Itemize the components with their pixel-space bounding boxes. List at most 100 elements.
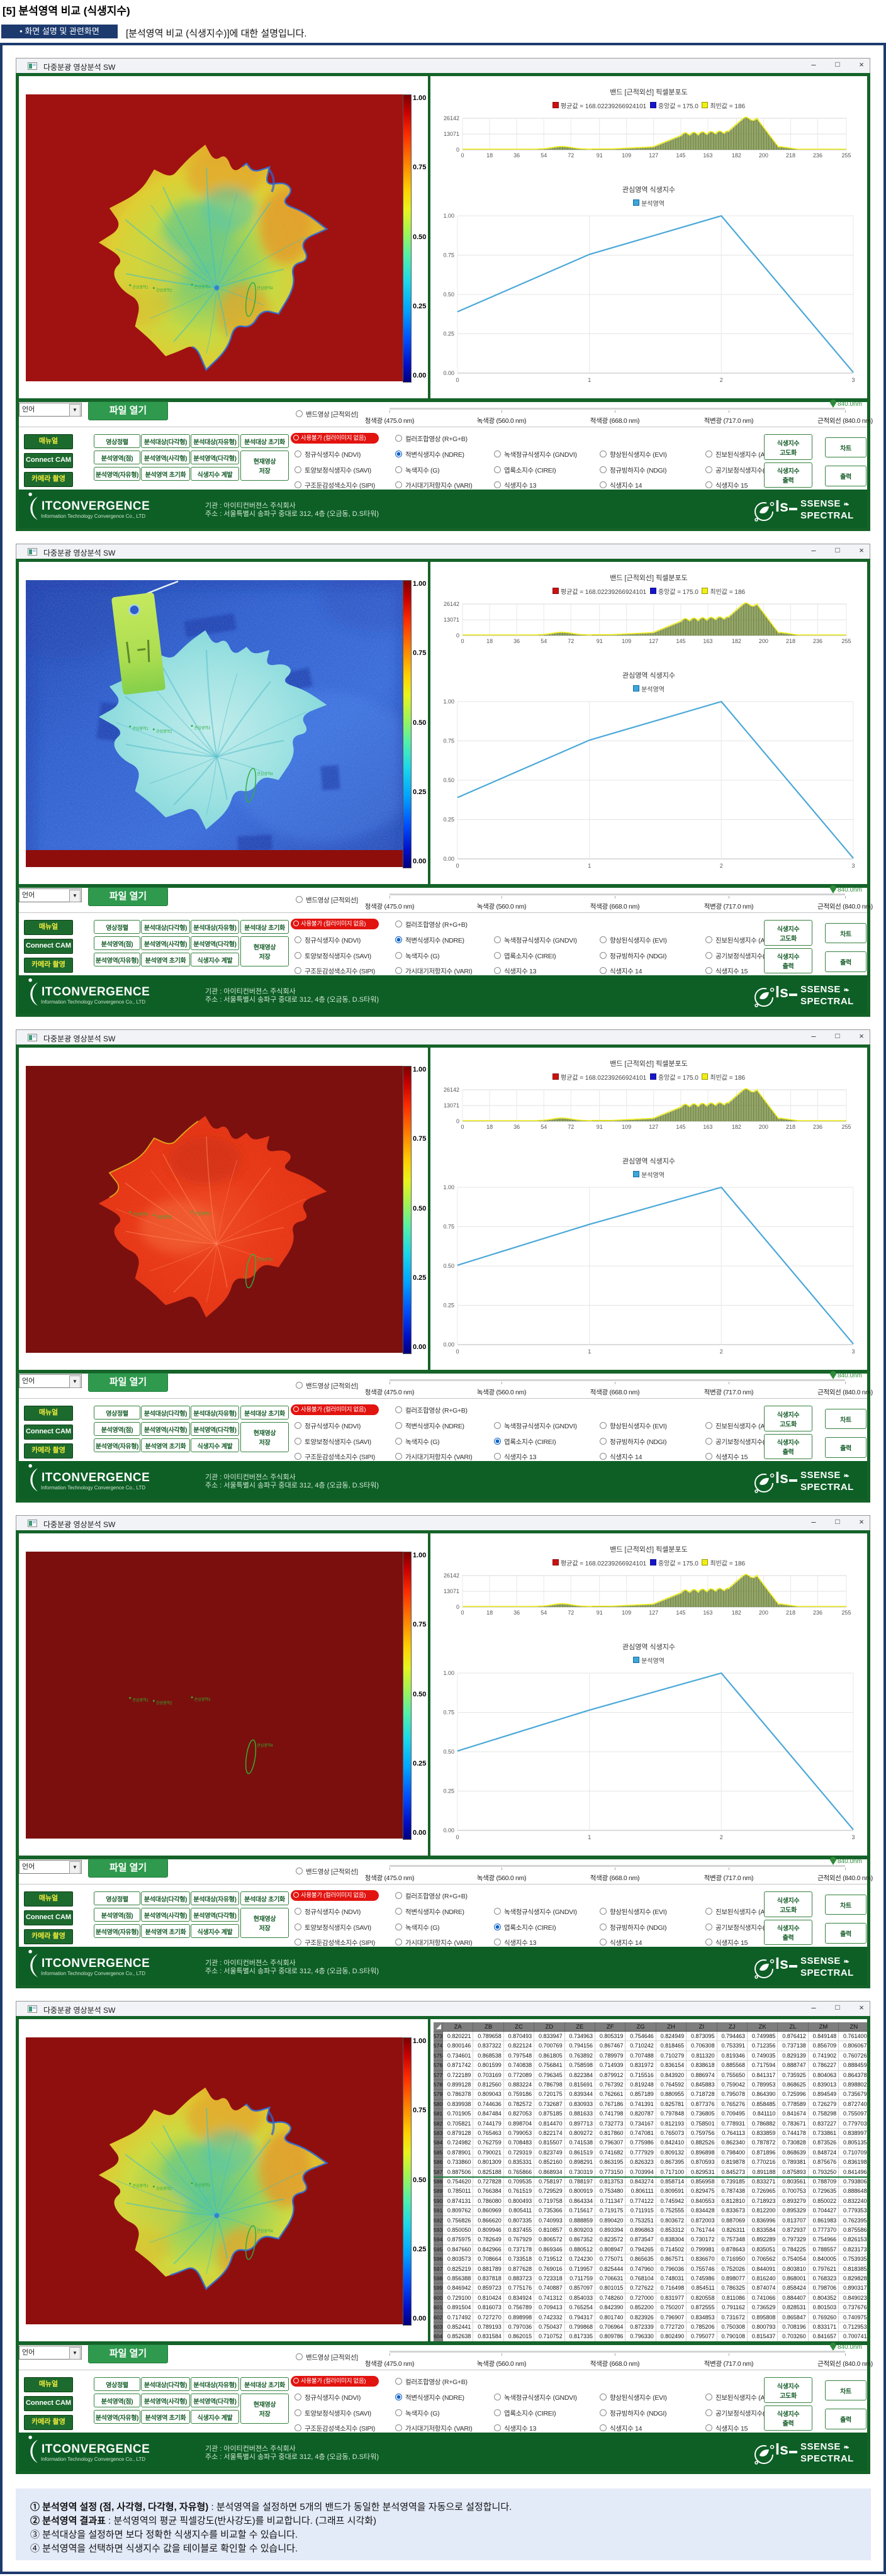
svg-text:255: 255 [841,1610,851,1616]
svg-text:관심영역4: 관심영역4 [257,1257,273,1262]
svg-text:127: 127 [649,1610,658,1616]
svg-text:관심영역1: 관심영역1 [132,1698,149,1703]
svg-text:163: 163 [703,1610,712,1616]
svg-text:18: 18 [486,152,493,159]
svg-text:0: 0 [461,638,464,644]
svg-text:0.00: 0.00 [443,856,454,862]
svg-text:200: 200 [759,152,768,159]
svg-text:2: 2 [720,1348,723,1355]
svg-text:163: 163 [703,638,712,644]
svg-text:26142: 26142 [444,115,459,121]
svg-text:관심영역2: 관심영역2 [156,1701,172,1706]
svg-text:236: 236 [813,152,822,159]
svg-text:관심영역4: 관심영역4 [257,771,273,776]
svg-text:145: 145 [676,152,685,159]
svg-text:0: 0 [456,1118,459,1124]
svg-text:54: 54 [541,152,547,159]
svg-text:36: 36 [513,152,520,159]
svg-text:26142: 26142 [444,1572,459,1579]
svg-text:218: 218 [786,1610,795,1616]
svg-text:0.50: 0.50 [443,1749,454,1755]
svg-text:182: 182 [732,152,741,159]
svg-text:182: 182 [732,1124,741,1130]
svg-text:1.00: 1.00 [443,1184,454,1190]
svg-text:127: 127 [649,638,658,644]
svg-text:145: 145 [676,1610,685,1616]
svg-text:1.00: 1.00 [443,698,454,705]
svg-text:2: 2 [720,863,723,869]
svg-text:3: 3 [851,1834,855,1840]
svg-text:36: 36 [513,1610,520,1616]
svg-text:관심영역1: 관심영역1 [132,2183,149,2188]
svg-text:127: 127 [649,152,658,159]
svg-text:163: 163 [703,1124,712,1130]
svg-text:1.00: 1.00 [443,213,454,219]
svg-text:145: 145 [676,1124,685,1130]
svg-text:13071: 13071 [444,1588,459,1594]
svg-text:0: 0 [456,632,459,639]
svg-text:218: 218 [786,1124,795,1130]
svg-text:54: 54 [541,1610,547,1616]
svg-text:1: 1 [588,863,591,869]
svg-text:236: 236 [813,1610,822,1616]
svg-text:182: 182 [732,638,741,644]
svg-text:91: 91 [597,1610,603,1616]
svg-text:145: 145 [676,638,685,644]
svg-text:1: 1 [588,1834,591,1840]
svg-text:13071: 13071 [444,1102,459,1109]
svg-text:1: 1 [588,377,591,383]
svg-text:0.75: 0.75 [443,252,454,259]
svg-text:0: 0 [456,1604,459,1610]
svg-text:관심영역4: 관심영역4 [257,1743,273,1748]
svg-text:3: 3 [851,863,855,869]
svg-text:0.25: 0.25 [443,1788,454,1795]
svg-text:218: 218 [786,638,795,644]
svg-text:91: 91 [597,152,603,159]
svg-text:0.50: 0.50 [443,777,454,783]
svg-text:2: 2 [720,1834,723,1840]
svg-text:관심영역4: 관심영역4 [257,2229,273,2234]
svg-text:0: 0 [456,1834,459,1840]
svg-text:2: 2 [720,377,723,383]
svg-text:72: 72 [568,1124,574,1130]
svg-text:0.75: 0.75 [443,738,454,744]
svg-text:109: 109 [622,638,631,644]
svg-text:255: 255 [841,1124,851,1130]
svg-text:관심영역3: 관심영역3 [194,1211,211,1216]
svg-text:관심영역4: 관심영역4 [257,286,273,291]
svg-text:0: 0 [461,152,464,159]
svg-text:200: 200 [759,1124,768,1130]
svg-text:36: 36 [513,1124,520,1130]
svg-text:0.25: 0.25 [443,1302,454,1309]
svg-text:182: 182 [732,1610,741,1616]
svg-text:0.50: 0.50 [443,1263,454,1269]
svg-text:109: 109 [622,1610,631,1616]
svg-text:13071: 13071 [444,617,459,623]
svg-text:200: 200 [759,638,768,644]
svg-text:72: 72 [568,638,574,644]
svg-text:255: 255 [841,152,851,159]
svg-text:72: 72 [568,152,574,159]
svg-text:관심영역3: 관심영역3 [194,284,211,289]
svg-text:0.50: 0.50 [443,291,454,298]
svg-text:72: 72 [568,1610,574,1616]
svg-text:127: 127 [649,1124,658,1130]
svg-text:26142: 26142 [444,601,459,607]
svg-text:0: 0 [456,1348,459,1355]
svg-text:0: 0 [461,1124,464,1130]
svg-text:255: 255 [841,638,851,644]
svg-text:3: 3 [851,377,855,383]
svg-text:236: 236 [813,1124,822,1130]
svg-text:109: 109 [622,1124,631,1130]
svg-text:54: 54 [541,1124,547,1130]
svg-text:0.00: 0.00 [443,1827,454,1834]
svg-text:0.75: 0.75 [443,1224,454,1230]
svg-text:관심영역1: 관심영역1 [132,1212,149,1217]
svg-text:1: 1 [588,1348,591,1355]
svg-text:관심영역2: 관심영역2 [156,1215,172,1220]
svg-text:218: 218 [786,152,795,159]
svg-text:관심영역2: 관심영역2 [156,729,172,734]
svg-text:0.00: 0.00 [443,1341,454,1348]
svg-text:관심영역2: 관심영역2 [156,288,172,293]
svg-text:36: 36 [513,638,520,644]
